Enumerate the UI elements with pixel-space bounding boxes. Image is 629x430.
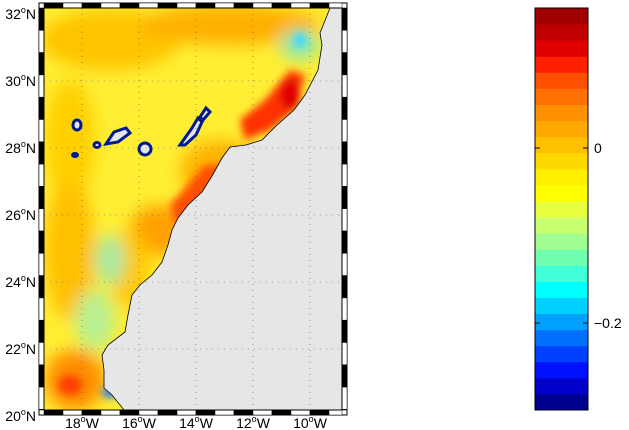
colorbar-segment	[535, 184, 588, 202]
latitude-labels: 32oN 30oN 28oN 26oN 24oN 22oN 20oN	[5, 5, 36, 424]
colorbar-tick-label: 0	[594, 140, 602, 156]
lon-label: 14oW	[179, 414, 214, 430]
lat-label: 22oN	[5, 340, 36, 357]
colorbar-segment	[535, 136, 588, 154]
lon-label: 16oW	[122, 414, 157, 430]
lon-label: 12oW	[236, 414, 271, 430]
colorbar-segment	[535, 72, 588, 89]
colorbar-segment	[535, 56, 588, 73]
colorbar-segment	[535, 361, 588, 379]
lon-label: 10oW	[293, 414, 328, 430]
colorbar-tick-label: −0.2	[594, 315, 622, 331]
colorbar-segment	[535, 393, 588, 411]
colorbar-segment	[535, 120, 588, 138]
colorbar-segment	[535, 313, 588, 331]
lat-label: 32oN	[5, 5, 36, 22]
lat-label: 30oN	[5, 72, 36, 89]
map-frame	[38, 2, 348, 416]
colorbar-segment	[535, 88, 588, 105]
island-gran-canaria	[137, 141, 153, 157]
map-gridlines	[44, 8, 342, 410]
colorbar: 0 −0.2	[534, 7, 622, 411]
colorbar-segment	[535, 200, 588, 218]
colorbar-segment	[535, 152, 588, 170]
lat-label: 28oN	[5, 139, 36, 156]
colorbar-segment	[535, 249, 588, 266]
lat-label: 20oN	[5, 407, 36, 424]
canary-islands	[71, 105, 213, 158]
colorbar-segment	[535, 233, 588, 250]
colorbar-segment	[535, 104, 588, 122]
island-lanzarote	[198, 105, 213, 123]
lat-label: 26oN	[5, 206, 36, 223]
colorbar-segment	[535, 265, 588, 282]
lon-label: 18oW	[65, 414, 100, 430]
island-el-hierro	[71, 152, 79, 158]
colorbar-segment	[535, 329, 588, 347]
colorbar-segment	[535, 40, 588, 57]
island-tenerife	[102, 126, 133, 147]
lat-label: 24oN	[5, 273, 36, 290]
island-la-palma	[71, 118, 83, 132]
colorbar-segment	[535, 168, 588, 186]
island-la-gomera	[92, 141, 102, 149]
colorbar-segment	[535, 8, 588, 25]
colorbar-segment	[535, 345, 588, 363]
colorbar-segment	[535, 217, 588, 234]
longitude-labels: 18oW 16oW 14oW 12oW 10oW	[65, 414, 328, 430]
island-fuerteventura	[177, 115, 204, 147]
colorbar-segment	[535, 24, 588, 41]
african-coast-land	[101, 7, 343, 411]
colorbar-segment	[535, 281, 588, 298]
colorbar-segment	[535, 297, 588, 315]
colorbar-segment	[535, 377, 588, 395]
